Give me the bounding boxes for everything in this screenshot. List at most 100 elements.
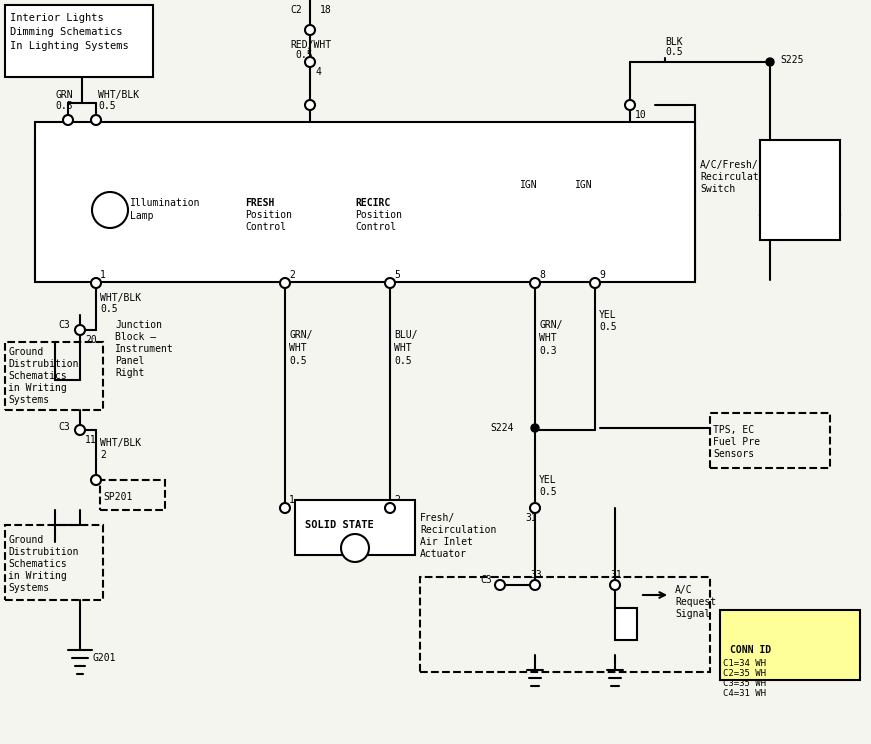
Bar — [5, 342, 103, 410]
Text: WHT/BLK: WHT/BLK — [100, 438, 141, 448]
Text: 0.5: 0.5 — [665, 47, 683, 57]
Text: C3: C3 — [480, 575, 492, 585]
Text: C1=34 WH: C1=34 WH — [723, 658, 766, 667]
Text: Schematics: Schematics — [8, 371, 67, 381]
Text: Lamp: Lamp — [130, 211, 153, 221]
Circle shape — [341, 534, 369, 562]
Circle shape — [91, 115, 101, 125]
Text: Illumination: Illumination — [130, 198, 200, 208]
Circle shape — [531, 424, 539, 432]
Circle shape — [305, 25, 315, 35]
Text: BLK: BLK — [665, 37, 683, 47]
Text: Distrubition: Distrubition — [8, 359, 78, 369]
Text: 18: 18 — [320, 5, 332, 15]
Text: M: M — [352, 543, 358, 553]
Text: Dimming Schematics: Dimming Schematics — [10, 27, 123, 37]
Text: Recirculation: Recirculation — [700, 172, 776, 182]
Text: 0.5: 0.5 — [394, 356, 412, 366]
Text: Position: Position — [245, 210, 292, 220]
Text: 0.5: 0.5 — [599, 322, 617, 332]
Bar — [760, 140, 840, 240]
Text: 31: 31 — [525, 513, 537, 523]
Text: YEL: YEL — [599, 310, 617, 320]
Circle shape — [590, 278, 600, 288]
Text: C2=35 WH: C2=35 WH — [723, 669, 766, 678]
Text: in Writing: in Writing — [8, 571, 67, 581]
Text: S224: S224 — [490, 423, 514, 433]
Text: IGN: IGN — [575, 180, 592, 190]
Text: 0.3: 0.3 — [539, 346, 557, 356]
Circle shape — [75, 425, 85, 435]
Text: Switch: Switch — [700, 184, 735, 194]
Text: Block –: Block – — [115, 332, 156, 342]
Text: 10: 10 — [635, 110, 647, 120]
Text: Sensors: Sensors — [713, 449, 754, 459]
Text: 1: 1 — [289, 495, 295, 505]
Text: RECIRC: RECIRC — [355, 198, 390, 208]
Text: Actuator: Actuator — [420, 549, 467, 559]
Text: 8: 8 — [62, 127, 68, 137]
Bar — [720, 610, 860, 680]
Text: WHT/BLK: WHT/BLK — [100, 293, 141, 303]
Circle shape — [91, 278, 101, 288]
Text: A/C: A/C — [675, 585, 692, 595]
Text: C3: C3 — [58, 422, 70, 432]
Text: 2: 2 — [394, 495, 400, 505]
Text: A/C/Fresh/: A/C/Fresh/ — [700, 160, 759, 170]
Text: Systems: Systems — [8, 583, 49, 593]
Text: GRN/: GRN/ — [539, 320, 563, 330]
Circle shape — [385, 503, 395, 513]
Text: Junction: Junction — [115, 320, 162, 330]
Circle shape — [530, 580, 540, 590]
Circle shape — [610, 580, 620, 590]
Bar — [420, 577, 710, 672]
Text: Control: Control — [245, 222, 287, 232]
Text: C3=35 WH: C3=35 WH — [723, 679, 766, 687]
Text: Control: Control — [355, 222, 396, 232]
Bar — [710, 413, 830, 468]
Text: C2: C2 — [290, 5, 301, 15]
Text: Schematics: Schematics — [8, 559, 67, 569]
Text: Signal: Signal — [675, 609, 710, 619]
Text: C4=31 WH: C4=31 WH — [723, 688, 766, 698]
Circle shape — [385, 278, 395, 288]
Text: 0.5: 0.5 — [100, 304, 118, 314]
Text: WHT: WHT — [394, 343, 412, 353]
Circle shape — [625, 100, 635, 110]
Text: 0.5: 0.5 — [98, 101, 116, 111]
Text: YEL: YEL — [539, 475, 557, 485]
Circle shape — [766, 58, 774, 66]
Bar — [100, 480, 165, 510]
Text: in Writing: in Writing — [8, 383, 67, 393]
Text: 7: 7 — [90, 127, 96, 137]
Text: 0.5: 0.5 — [289, 356, 307, 366]
Text: 4: 4 — [315, 67, 321, 77]
Text: 0.5: 0.5 — [295, 50, 313, 60]
Text: 0.5: 0.5 — [55, 101, 72, 111]
Text: FRESH: FRESH — [245, 198, 274, 208]
Text: Request: Request — [675, 597, 716, 607]
Circle shape — [305, 57, 315, 67]
Text: Position: Position — [355, 210, 402, 220]
Text: 2: 2 — [289, 270, 295, 280]
Circle shape — [92, 192, 128, 228]
Bar — [5, 5, 153, 77]
Text: CONN ID: CONN ID — [730, 645, 771, 655]
Circle shape — [63, 115, 73, 125]
Text: 20: 20 — [85, 335, 97, 345]
Bar — [615, 608, 637, 640]
Text: TPS, EC: TPS, EC — [713, 425, 754, 435]
Text: 5: 5 — [394, 270, 400, 280]
Text: 0.5: 0.5 — [539, 487, 557, 497]
Circle shape — [280, 278, 290, 288]
Circle shape — [280, 503, 290, 513]
Text: Ground: Ground — [8, 347, 44, 357]
Text: 31: 31 — [610, 570, 622, 580]
Circle shape — [530, 278, 540, 288]
Text: S225: S225 — [780, 55, 804, 65]
Text: Ground: Ground — [8, 535, 44, 545]
Text: C3: C3 — [58, 320, 70, 330]
Text: SP201: SP201 — [103, 492, 132, 502]
Bar — [295, 500, 415, 555]
Text: Air Inlet: Air Inlet — [420, 537, 473, 547]
